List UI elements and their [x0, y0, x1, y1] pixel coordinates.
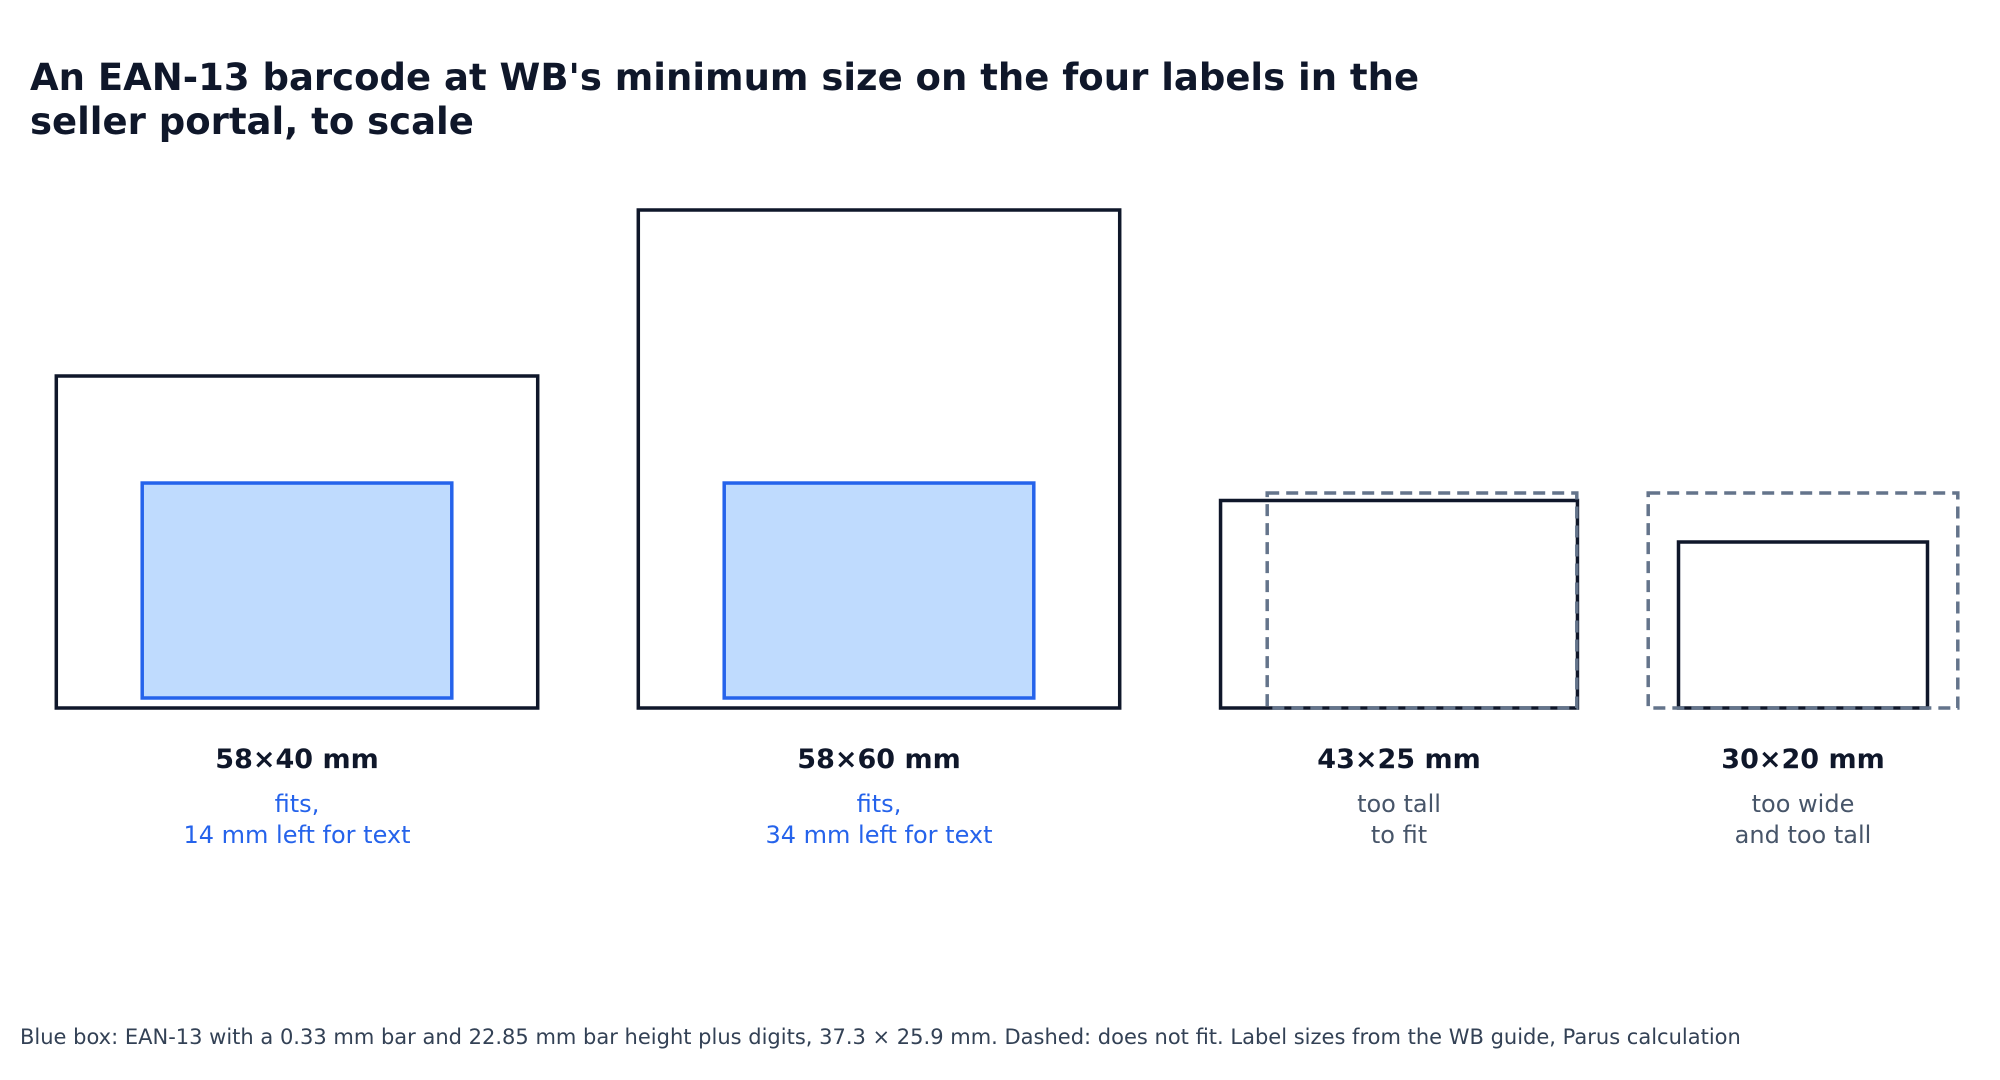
label-status-text: too tall	[1357, 790, 1441, 818]
label-group: 43×25 mm too tall to fit	[1218, 491, 1580, 849]
barcode-box	[140, 481, 454, 700]
label-status-text: fits,	[275, 790, 320, 818]
label-outline	[54, 374, 540, 710]
label-outline	[1218, 498, 1580, 710]
label-status-text: 34 mm left for text	[765, 821, 992, 849]
label-status-text: to fit	[1371, 821, 1427, 849]
label-status-text: and too tall	[1735, 821, 1872, 849]
label-outline	[1676, 540, 1930, 710]
label-group: 58×60 mm fits, 34 mm left for text	[636, 208, 1122, 849]
barcode-box-dashed	[1265, 491, 1579, 710]
label-size-text: 58×40 mm	[215, 744, 378, 775]
label-group: 58×40 mm fits, 14 mm left for text	[54, 374, 540, 849]
barcode-box-dashed	[1646, 491, 1960, 710]
barcode-box	[722, 481, 1036, 700]
label-size-text: 58×60 mm	[797, 744, 960, 775]
label-status-text: 14 mm left for text	[183, 821, 410, 849]
label-group: 30×20 mm too wide and too tall	[1646, 491, 1960, 849]
label-status-text: too wide	[1752, 790, 1855, 818]
label-status-text: fits,	[857, 790, 902, 818]
page-title: An EAN-13 barcode at WB's minimum size o…	[30, 56, 1420, 143]
label-outline	[636, 208, 1122, 710]
label-size-text: 30×20 mm	[1721, 744, 1884, 775]
label-size-text: 43×25 mm	[1317, 744, 1480, 775]
footnote: Blue box: EAN-13 with a 0.33 mm bar and …	[20, 1025, 1741, 1049]
